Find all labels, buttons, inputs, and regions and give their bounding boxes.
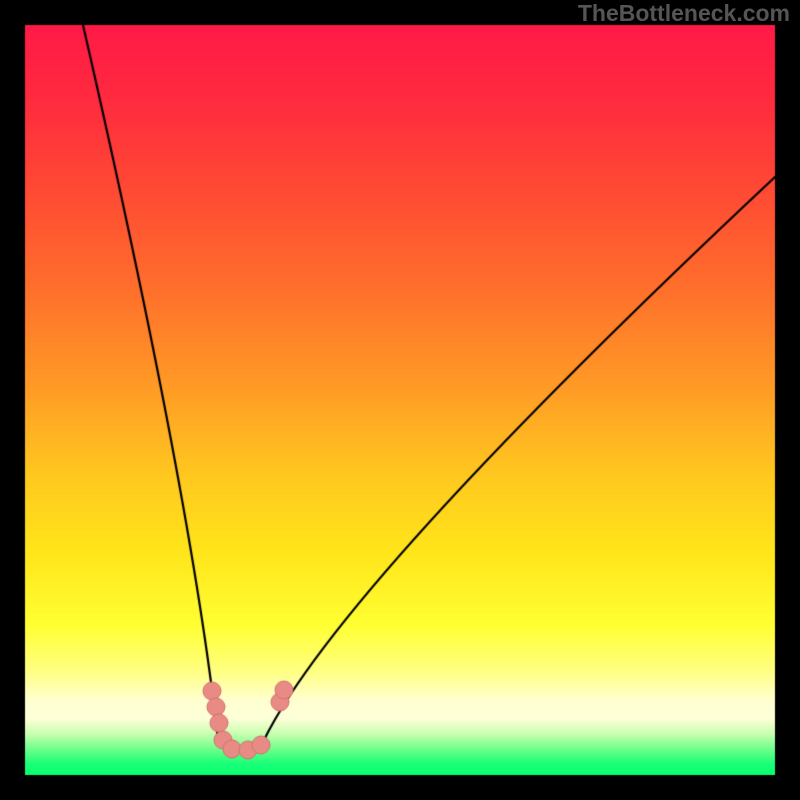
watermark-text: TheBottleneck.com	[578, 0, 790, 27]
chart-stage: TheBottleneck.com	[0, 0, 800, 800]
bottleneck-chart-canvas	[0, 0, 800, 800]
